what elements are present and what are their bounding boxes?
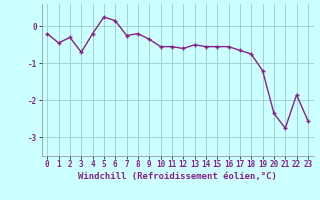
X-axis label: Windchill (Refroidissement éolien,°C): Windchill (Refroidissement éolien,°C) [78,172,277,181]
